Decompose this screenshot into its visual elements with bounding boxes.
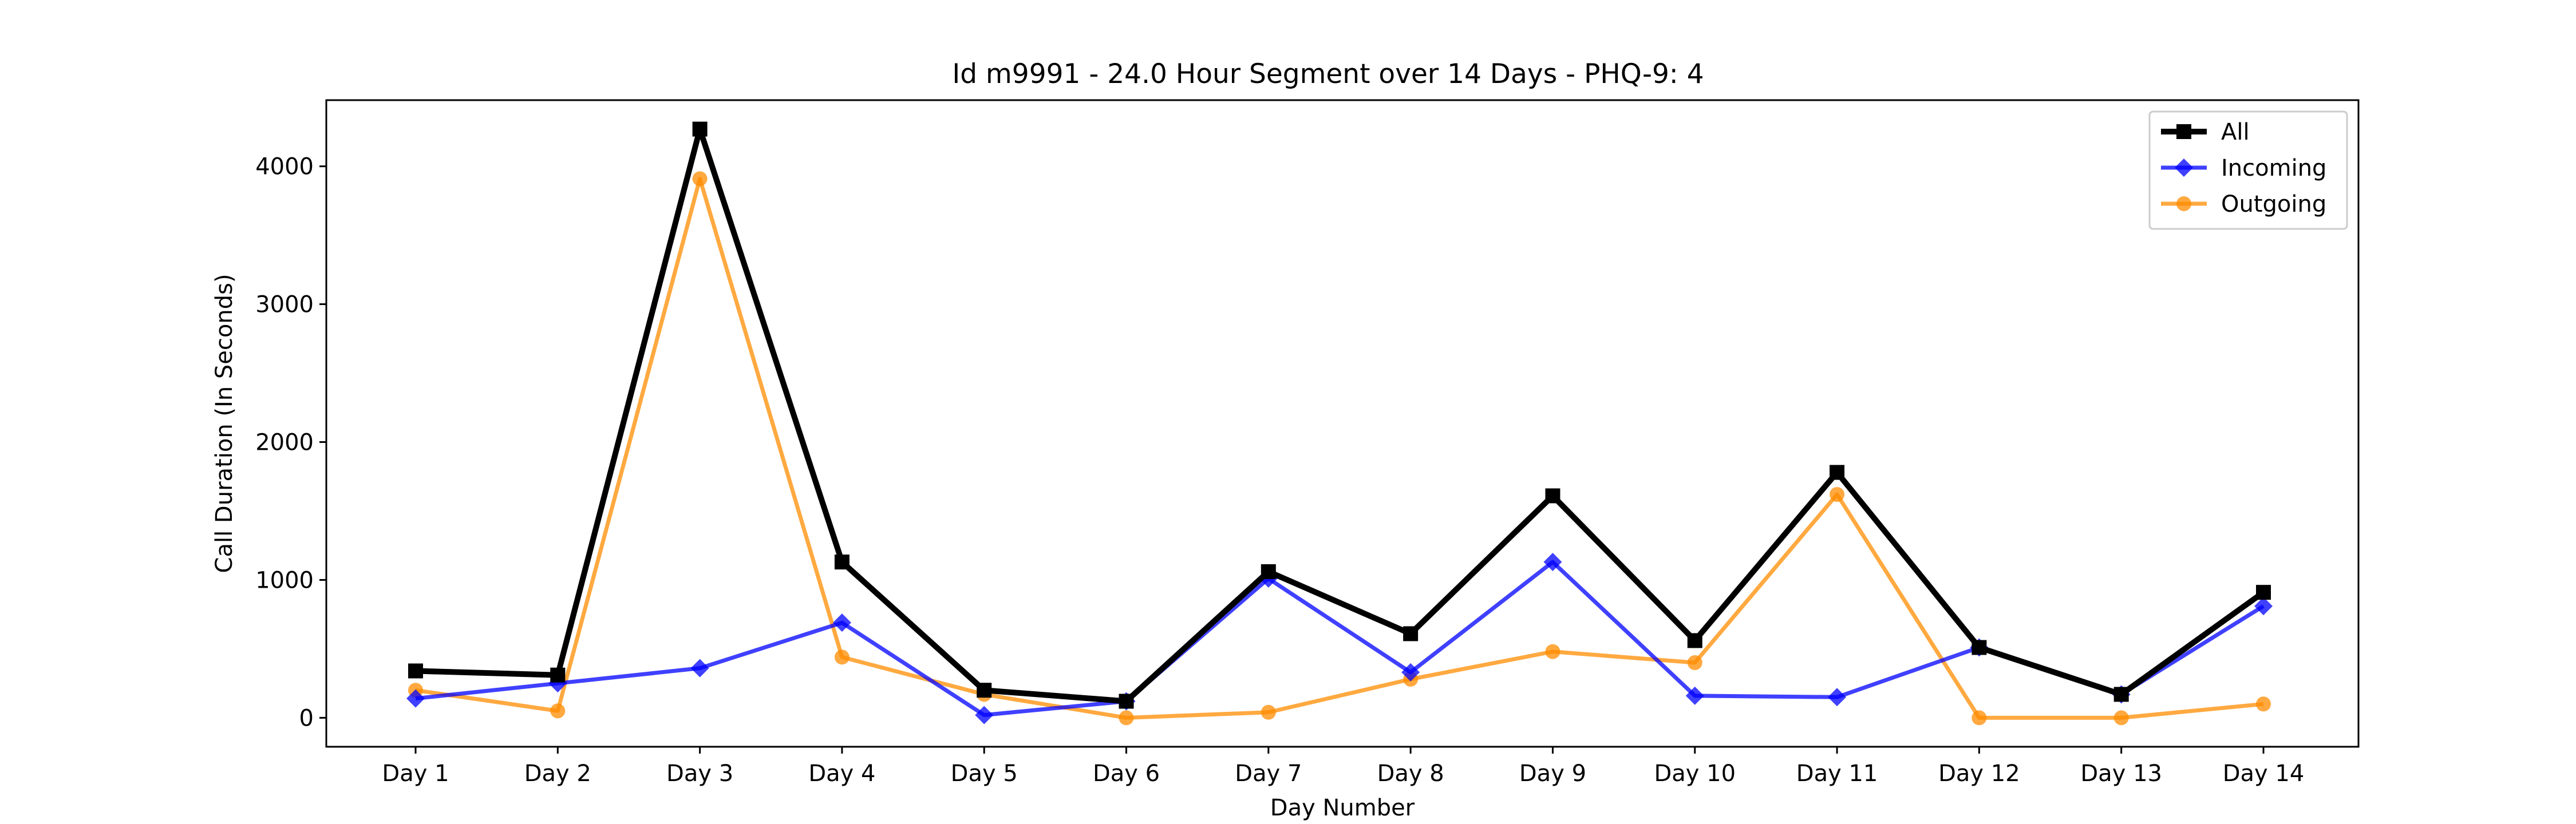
x-tick-label: Day 3: [666, 760, 733, 787]
x-tick-label: Day 14: [2223, 760, 2305, 787]
x-tick-label: Day 10: [1654, 760, 1736, 787]
square-marker: [1261, 564, 1276, 580]
series-line: [415, 126, 2265, 704]
legend-label: Outgoing: [2221, 191, 2326, 217]
y-tick-label: 3000: [255, 292, 314, 318]
series-line: [415, 560, 2265, 718]
y-tick-label: 2000: [255, 430, 314, 456]
x-tick-label: Day 12: [1938, 760, 2020, 787]
square-marker: [2256, 585, 2271, 600]
diamond-marker: [1828, 688, 1847, 707]
series-line: [415, 176, 2264, 720]
legend: All Incoming Outgoing: [2148, 110, 2348, 230]
x-axis-label: Day Number: [1270, 795, 1415, 821]
diamond-marker: [975, 706, 994, 724]
x-axis: Day 1 Day 2 Day 3 Day 4 Day 5 Day 6 Day 7 Day 8…: [382, 747, 2304, 787]
diamond-marker: [690, 659, 709, 678]
square-marker: [1687, 633, 1702, 648]
circle-marker: [692, 171, 708, 187]
chart-title: Id m9991 - 24.0 Hour Segment over 14 Day…: [952, 58, 1704, 90]
square-marker: [1119, 694, 1134, 709]
series-outgoing: [408, 171, 2271, 726]
diamond-marker: [1401, 663, 1420, 682]
square-marker: [408, 663, 423, 679]
y-tick-label: 1000: [255, 567, 314, 593]
legend-item-all: All: [2161, 119, 2250, 145]
circle-marker: [2176, 196, 2191, 211]
circle-marker: [1119, 710, 1134, 726]
legend-item-incoming: Incoming: [2161, 155, 2326, 181]
circle-marker: [1545, 644, 1560, 659]
x-tick-label: Day 9: [1519, 760, 1586, 787]
square-marker: [550, 667, 566, 683]
diamond-marker: [1543, 553, 1562, 572]
series-layer: [406, 121, 2273, 726]
diamond-marker: [406, 689, 425, 708]
square-marker: [977, 683, 992, 698]
square-marker: [2113, 687, 2129, 702]
circle-marker: [834, 649, 850, 665]
x-tick-label: Day 8: [1377, 760, 1444, 787]
x-tick-label: Day 4: [808, 760, 875, 787]
x-tick-label: Day 6: [1093, 760, 1160, 787]
circle-marker: [2113, 710, 2129, 726]
circle-marker: [1971, 710, 1987, 726]
y-tick-label: 0: [299, 705, 314, 731]
square-marker: [834, 554, 850, 570]
y-axis: 0 1000 2000 3000 4000: [255, 154, 326, 731]
circle-marker: [2256, 696, 2271, 712]
x-tick-label: Day 5: [951, 760, 1018, 787]
x-tick-label: Day 1: [382, 760, 449, 787]
circle-marker: [1261, 704, 1276, 720]
legend-label: Incoming: [2221, 155, 2326, 181]
diamond-marker: [2254, 597, 2273, 616]
x-tick-label: Day 11: [1796, 760, 1878, 787]
circle-marker: [550, 703, 566, 719]
square-marker: [2176, 124, 2191, 139]
x-tick-label: Day 7: [1235, 760, 1302, 787]
x-tick-label: Day 13: [2080, 760, 2162, 787]
diamond-marker: [2175, 159, 2193, 177]
square-marker: [1971, 640, 1987, 655]
square-marker: [1830, 465, 1845, 480]
series-incoming: [406, 553, 2273, 724]
series-all: [408, 121, 2271, 709]
diamond-marker: [1685, 686, 1704, 705]
y-axis-label: Call Duration (In Seconds): [211, 274, 238, 573]
legend-box: [2148, 110, 2348, 230]
square-marker: [1545, 488, 1560, 504]
square-marker: [692, 121, 708, 137]
diamond-marker: [832, 613, 851, 632]
x-tick-label: Day 2: [524, 760, 591, 787]
circle-marker: [1830, 487, 1845, 502]
plot-area: [325, 99, 2360, 748]
circle-marker: [1687, 655, 1702, 671]
y-tick-label: 4000: [255, 154, 314, 180]
square-marker: [1403, 626, 1419, 641]
legend-item-outgoing: Outgoing: [2161, 191, 2326, 217]
legend-label: All: [2221, 119, 2250, 145]
